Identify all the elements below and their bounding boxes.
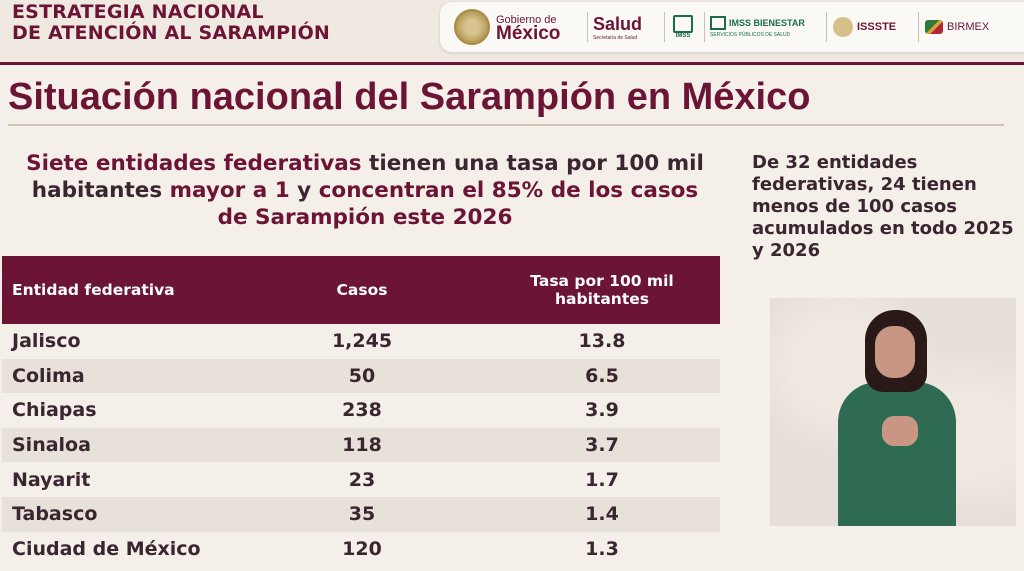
gobierno-mexico-logo: Gobierno de México xyxy=(454,2,584,52)
interpreter-body xyxy=(838,382,956,526)
table-row: Ciudad de México 120 1.3 xyxy=(2,532,720,567)
institution-logos: Gobierno de México Salud Secretaría de S… xyxy=(440,2,1024,52)
cell-entidad: Ciudad de México xyxy=(12,537,201,560)
page-title: Situación nacional del Sarampión en Méxi… xyxy=(8,76,811,118)
imss-bienestar-logo: IMSS BIENESTAR SERVICIOS PÚBLICOS DE SAL… xyxy=(710,2,820,52)
imss-logo: IMSS xyxy=(668,2,698,52)
cases-table: Entidad federativa Casos Tasa por 100 mi… xyxy=(2,256,720,566)
imss-bienestar-label: IMSS BIENESTAR xyxy=(729,18,805,28)
cell-casos: 50 xyxy=(348,364,376,387)
table-row: Sinaloa 118 3.7 xyxy=(2,427,720,463)
cell-tasa: 1.4 xyxy=(585,503,619,526)
issste-logo: ISSSTE xyxy=(833,2,913,52)
logo-divider xyxy=(918,12,919,42)
national-seal-icon xyxy=(454,9,490,45)
cell-casos: 23 xyxy=(348,468,376,491)
cell-entidad: Tabasco xyxy=(12,503,98,526)
side-note: De 32 entidades federativas, 24 tienen m… xyxy=(752,152,1014,261)
cell-entidad: Jalisco xyxy=(12,330,81,353)
table-row: Jalisco 1,245 13.8 xyxy=(2,324,720,359)
summary-part-2: tienen una tasa por 100 mil habitantes xyxy=(31,151,704,203)
salud-label: Salud xyxy=(593,13,643,34)
logo-divider xyxy=(704,12,705,42)
title-divider xyxy=(8,124,1004,126)
cell-casos: 35 xyxy=(348,503,376,526)
top-banner: ESTRATEGIA NACIONAL DE ATENCIÓN AL SARAM… xyxy=(0,0,1024,62)
cell-casos: 238 xyxy=(342,399,382,422)
strategy-line-1: ESTRATEGIA NACIONAL xyxy=(12,1,264,23)
summary-part-3: mayor a 1 xyxy=(169,178,290,203)
birmex-icon xyxy=(925,20,943,34)
cell-entidad: Nayarit xyxy=(12,468,91,491)
imss-label: IMSS xyxy=(675,33,691,39)
cell-tasa: 3.9 xyxy=(585,399,619,422)
cell-tasa: 6.5 xyxy=(585,364,619,387)
cell-tasa: 3.7 xyxy=(585,434,619,457)
issste-emblem-icon xyxy=(833,17,853,37)
column-header-entidad: Entidad federativa xyxy=(12,281,175,299)
imss-bienestar-icon xyxy=(710,16,726,30)
cell-entidad: Sinaloa xyxy=(12,434,91,457)
logo-divider xyxy=(826,12,827,42)
cell-tasa: 1.3 xyxy=(585,537,619,560)
cell-entidad: Chiapas xyxy=(12,399,97,422)
interpreter-hands xyxy=(882,416,918,446)
table-row: Nayarit 23 1.7 xyxy=(2,462,720,497)
header-rule xyxy=(0,62,1024,65)
interpreter-face xyxy=(875,326,915,378)
gobierno-small-label: Gobierno de xyxy=(496,14,557,26)
birmex-logo: BIRMEX xyxy=(925,2,1021,52)
logo-divider xyxy=(664,12,665,42)
cell-tasa: 1.7 xyxy=(585,468,619,491)
table-row: Colima 50 6.5 xyxy=(2,358,720,394)
table-row: Tabasco 35 1.4 xyxy=(2,496,720,532)
birmex-label: BIRMEX xyxy=(947,21,990,33)
cell-casos: 1,245 xyxy=(331,330,393,353)
gobierno-big-label: México xyxy=(496,23,561,44)
sign-language-interpreter-video xyxy=(770,298,1016,526)
salud-sub-label: Secretaría de Salud xyxy=(593,34,638,41)
column-header-tasa: Tasa por 100 mil habitantes xyxy=(530,272,674,308)
table-row: Chiapas 238 3.9 xyxy=(2,393,720,428)
cell-entidad: Colima xyxy=(12,364,85,387)
logo-divider xyxy=(587,12,588,42)
salud-logo: Salud Secretaría de Salud xyxy=(593,2,663,52)
table-header: Entidad federativa Casos Tasa por 100 mi… xyxy=(2,256,720,324)
cell-tasa: 13.8 xyxy=(578,330,626,353)
summary-part-1: Siete entidades federativas xyxy=(26,151,362,176)
strategy-line-2: DE ATENCIÓN AL SARAMPIÓN xyxy=(12,22,331,44)
imss-bienestar-sub-label: SERVICIOS PÚBLICOS DE SALUD xyxy=(710,32,791,38)
summary-part-5: concentran el 85% de los casos de Saramp… xyxy=(217,178,699,230)
cell-casos: 118 xyxy=(342,434,382,457)
column-header-casos: Casos xyxy=(336,281,388,299)
imss-icon xyxy=(673,15,693,33)
strategy-title: ESTRATEGIA NACIONAL DE ATENCIÓN AL SARAM… xyxy=(12,2,330,44)
issste-label: ISSSTE xyxy=(857,21,897,33)
summary-headline: Siete entidades federativas tienen una t… xyxy=(20,150,710,231)
cell-casos: 120 xyxy=(342,537,382,560)
summary-part-4: y xyxy=(289,178,319,203)
